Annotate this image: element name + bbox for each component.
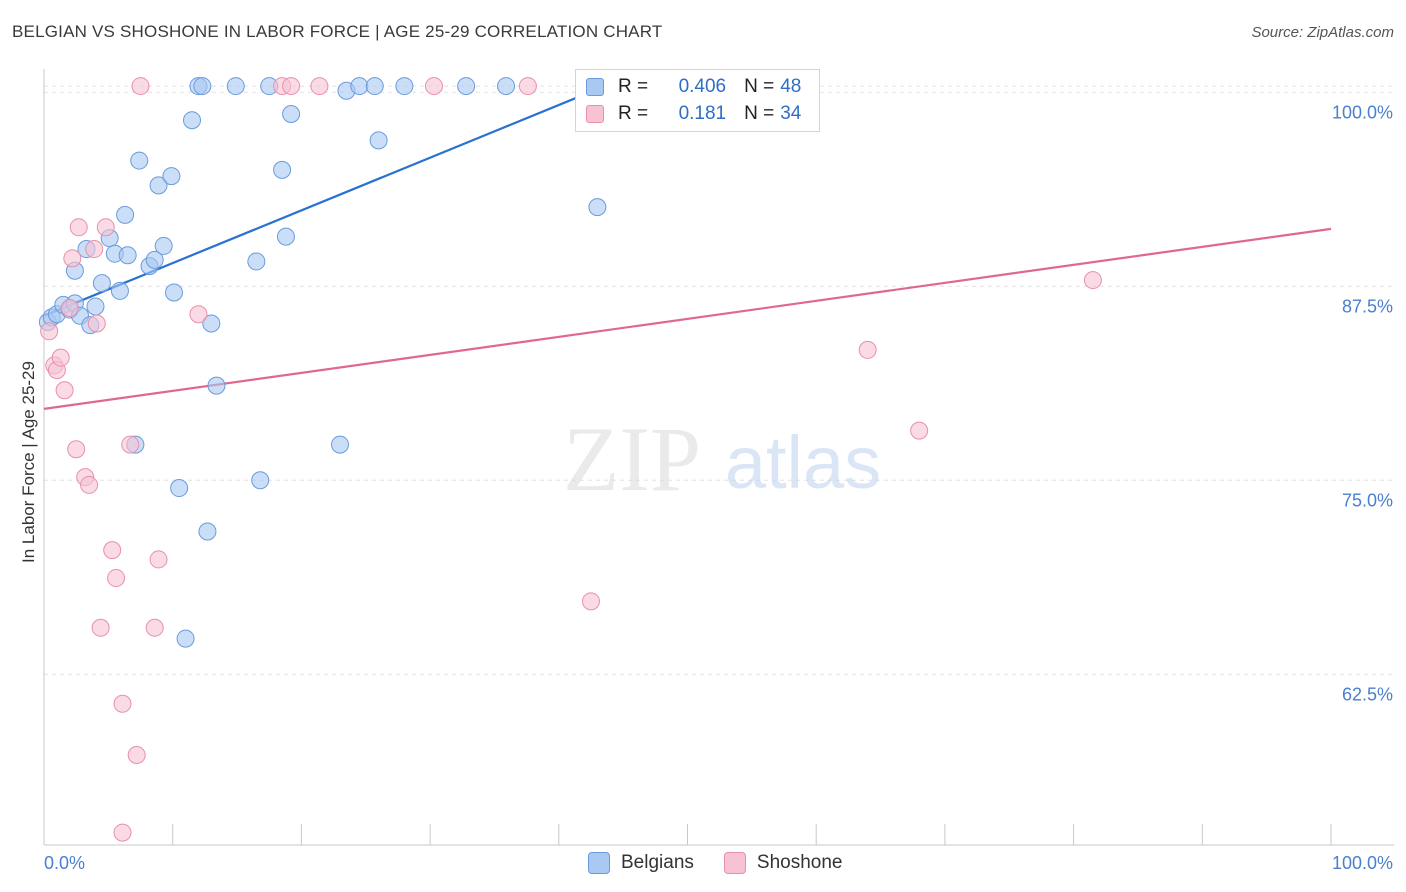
shoshone-trend-line: [44, 229, 1331, 409]
x-tick-label-max: 100.0%: [1332, 853, 1393, 873]
shoshone-point: [108, 570, 125, 587]
stats-row-shoshone: R = 0.181 N = 34: [586, 101, 801, 127]
belgians-legend-label: Belgians: [621, 852, 694, 874]
belgians-r-value: 0.406: [654, 76, 726, 98]
x-tick-label-min: 0.0%: [44, 853, 85, 873]
belgians-point: [498, 78, 515, 95]
shoshone-legend-swatch: [724, 852, 746, 874]
trend-lines: [44, 89, 1331, 409]
belgians-point: [184, 112, 201, 129]
shoshone-point: [92, 619, 109, 636]
stats-legend: R = 0.406 N = 48 R = 0.181 N = 34: [575, 69, 820, 132]
belgians-point: [93, 275, 110, 292]
belgians-point: [248, 253, 265, 270]
belgians-point: [370, 132, 387, 149]
shoshone-point: [128, 746, 145, 763]
shoshone-point: [41, 323, 58, 340]
shoshone-n-value: 34: [780, 103, 801, 125]
shoshone-point: [911, 422, 928, 439]
belgians-point: [227, 78, 244, 95]
r-label: R =: [618, 76, 648, 98]
belgians-point: [87, 298, 104, 315]
belgians-point: [252, 472, 269, 489]
shoshone-legend-label: Shoshone: [757, 852, 843, 874]
axes: [44, 69, 1394, 845]
shoshone-point: [190, 306, 207, 323]
belgians-point: [351, 78, 368, 95]
shoshone-point: [81, 476, 98, 493]
belgians-point: [117, 206, 134, 223]
belgians-trend-line: [44, 89, 597, 316]
shoshone-point: [52, 349, 69, 366]
belgians-point: [458, 78, 475, 95]
belgians-point: [155, 237, 172, 254]
n-label: N =: [744, 103, 774, 125]
belgians-point: [119, 247, 136, 264]
watermark: ZIP atlas: [563, 408, 881, 510]
shoshone-point: [146, 619, 163, 636]
shoshone-point: [122, 436, 139, 453]
belgians-point: [366, 78, 383, 95]
scatter-chart: ZIP atlas 100.0%87.5%75.0%62.5%0.0% 100.0…: [0, 0, 1406, 892]
belgians-point: [111, 282, 128, 299]
y-tick-label: 62.5%: [1342, 684, 1393, 704]
shoshone-point: [64, 250, 81, 267]
shoshone-point: [114, 824, 131, 841]
n-label: N =: [744, 76, 774, 98]
y-axis-title: In Labor Force | Age 25-29: [19, 361, 39, 563]
y-tick-label: 75.0%: [1342, 490, 1393, 510]
series-legend: Belgians Shoshone: [588, 852, 872, 874]
belgians-point: [131, 152, 148, 169]
belgians-point: [396, 78, 413, 95]
watermark-zip: ZIP: [563, 408, 701, 510]
legend-item-shoshone[interactable]: Shoshone: [724, 852, 843, 874]
shoshone-point: [61, 300, 78, 317]
shoshone-point: [97, 219, 114, 236]
belgians-point: [208, 377, 225, 394]
shoshone-point: [150, 551, 167, 568]
shoshone-r-value: 0.181: [654, 103, 726, 125]
belgians-point: [194, 78, 211, 95]
r-label: R =: [618, 103, 648, 125]
shoshone-point: [582, 593, 599, 610]
belgians-point: [199, 523, 216, 540]
shoshone-point: [86, 241, 103, 258]
shoshone-point: [56, 382, 73, 399]
shoshone-point: [88, 315, 105, 332]
belgians-point: [163, 168, 180, 185]
shoshone-point: [68, 441, 85, 458]
belgians-legend-swatch: [588, 852, 610, 874]
belgians-swatch: [586, 78, 604, 96]
y-tick-label: 87.5%: [1342, 296, 1393, 316]
belgians-point: [277, 228, 294, 245]
belgians-point: [165, 284, 182, 301]
shoshone-point: [132, 78, 149, 95]
shoshone-point: [519, 78, 536, 95]
shoshone-point: [70, 219, 87, 236]
belgians-point: [177, 630, 194, 647]
watermark-atlas: atlas: [725, 421, 881, 504]
belgians-point: [332, 436, 349, 453]
tick-labels: 100.0% 87.5% 75.0% 62.5% 0.0% 100.0%: [44, 102, 1393, 873]
y-tick-label: 100.0%: [1332, 102, 1393, 122]
shoshone-point: [1084, 272, 1101, 289]
belgians-point: [274, 161, 291, 178]
belgians-point: [171, 480, 188, 497]
belgians-point: [283, 106, 300, 123]
shoshone-point: [283, 78, 300, 95]
belgians-n-value: 48: [780, 76, 801, 98]
shoshone-point: [114, 695, 131, 712]
shoshone-point: [311, 78, 328, 95]
belgians-point: [589, 199, 606, 216]
stats-row-belgians: R = 0.406 N = 48: [586, 74, 801, 100]
shoshone-point: [425, 78, 442, 95]
shoshone-point: [859, 341, 876, 358]
legend-item-belgians[interactable]: Belgians: [588, 852, 694, 874]
shoshone-swatch: [586, 105, 604, 123]
shoshone-point: [104, 542, 121, 559]
